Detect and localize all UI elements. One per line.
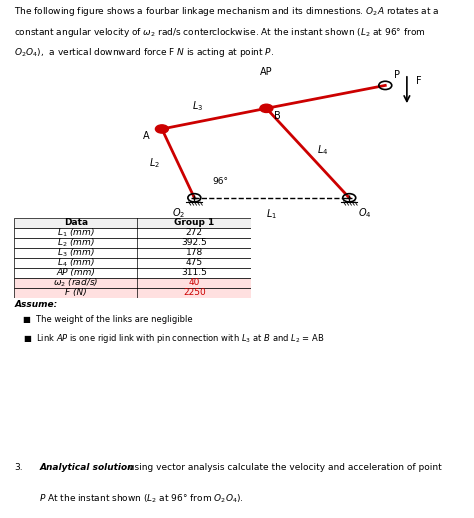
Text: 178: 178 bbox=[186, 248, 203, 257]
Text: 3.: 3. bbox=[14, 463, 23, 472]
Text: A: A bbox=[143, 131, 149, 141]
Bar bbox=[14, 278, 251, 288]
Text: AP: AP bbox=[260, 67, 273, 77]
Text: F (N): F (N) bbox=[65, 289, 87, 297]
Text: F: F bbox=[416, 76, 421, 86]
Text: ■  The weight of the links are negligible: ■ The weight of the links are negligible bbox=[23, 315, 193, 324]
Bar bbox=[14, 288, 251, 298]
Text: The following figure shows a fourbar linkage mechanism and its dimnestions. $O_2: The following figure shows a fourbar lin… bbox=[14, 5, 440, 18]
Text: : using vector analysis calculate the velocity and acceleration of point: : using vector analysis calculate the ve… bbox=[123, 463, 442, 472]
Text: $\omega_2$ (rad/s): $\omega_2$ (rad/s) bbox=[53, 277, 99, 289]
Bar bbox=[14, 248, 251, 257]
Text: 96°: 96° bbox=[212, 177, 228, 186]
Text: $O_4$: $O_4$ bbox=[358, 206, 372, 220]
Text: $P$ At the instant shown ($L_2$ at 96° from $O_2O_4$).: $P$ At the instant shown ($L_2$ at 96° f… bbox=[39, 493, 244, 506]
Text: $L_3$: $L_3$ bbox=[192, 99, 203, 113]
Bar bbox=[14, 227, 251, 238]
Text: $L_1$ (mm): $L_1$ (mm) bbox=[57, 226, 95, 239]
Text: $L_2$: $L_2$ bbox=[149, 156, 160, 170]
Text: Data: Data bbox=[64, 218, 88, 227]
Text: 311.5: 311.5 bbox=[182, 268, 207, 277]
Bar bbox=[14, 238, 251, 248]
Text: 392.5: 392.5 bbox=[182, 238, 207, 247]
Bar bbox=[14, 218, 251, 227]
Text: 475: 475 bbox=[186, 258, 203, 267]
Text: $L_3$ (mm): $L_3$ (mm) bbox=[57, 247, 95, 259]
Text: Analytical solution: Analytical solution bbox=[39, 463, 134, 472]
Text: $L_1$: $L_1$ bbox=[266, 207, 277, 221]
Text: B: B bbox=[274, 111, 281, 121]
Text: AP (mm): AP (mm) bbox=[56, 268, 95, 277]
Text: 272: 272 bbox=[186, 228, 203, 237]
Text: $L_2$ (mm): $L_2$ (mm) bbox=[57, 236, 95, 249]
Text: $L_4$: $L_4$ bbox=[317, 143, 328, 156]
Text: constant angular velocity of $\omega_2$ rad/s conterclockwise. At the instant sh: constant angular velocity of $\omega_2$ … bbox=[14, 26, 426, 39]
Text: Group 1: Group 1 bbox=[174, 218, 214, 227]
Text: ■  Link $AP$ is one rigid link with pin connection with $L_3$ at $B$ and $L_2$ =: ■ Link $AP$ is one rigid link with pin c… bbox=[23, 332, 325, 344]
Text: $O_2$: $O_2$ bbox=[172, 206, 185, 220]
Bar bbox=[14, 268, 251, 278]
Text: 40: 40 bbox=[189, 278, 200, 287]
Circle shape bbox=[155, 125, 168, 133]
Text: Assume:: Assume: bbox=[14, 300, 57, 309]
Circle shape bbox=[260, 104, 273, 112]
Text: $L_4$ (mm): $L_4$ (mm) bbox=[57, 256, 95, 269]
Bar bbox=[14, 257, 251, 268]
Text: P: P bbox=[394, 69, 400, 80]
Text: $O_2O_4$),  a vertical downward force F $N$ is acting at point $P$.: $O_2O_4$), a vertical downward force F $… bbox=[14, 46, 274, 59]
Text: 2250: 2250 bbox=[183, 289, 206, 297]
